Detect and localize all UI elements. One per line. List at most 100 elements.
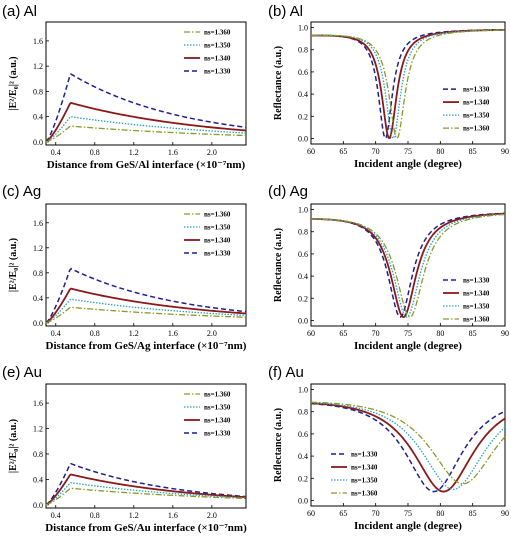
x-tick-label: 2.0	[207, 511, 217, 520]
series-line	[45, 298, 247, 324]
panel-label: (d) Ag	[268, 183, 308, 200]
x-tick-label: 85	[469, 147, 477, 156]
legend-entry: ns=1.340	[204, 237, 231, 245]
y-tick-label: 1.2	[33, 244, 43, 253]
series-line	[310, 213, 506, 318]
series-line	[45, 101, 247, 143]
legend-entry: ns=1.360	[204, 391, 231, 399]
legend: ns=1.330 ns=1.340 ns=1.350 ns=1.360	[443, 86, 490, 133]
x-tick-label: 90	[501, 509, 509, 518]
y-tick-label: 0.4	[298, 452, 308, 461]
panel-label: (f) Au	[268, 364, 304, 381]
x-axis-label: Incident angle (degree)	[354, 340, 462, 352]
legend: ns=1.330 ns=1.340 ns=1.350 ns=1.360	[331, 451, 378, 498]
legend-entry: ns=1.330	[463, 277, 490, 285]
legend-entry: ns=1.360	[463, 125, 490, 133]
x-tick-label: 1.2	[129, 329, 139, 338]
chart-panel-3: (c) Ag 0.4 0.8 1.2 1.6 2.0 0.0 0.4 0.8 1.2 1.6 Dist…	[2, 183, 247, 352]
x-axis-label: Incident angle (degree)	[354, 520, 462, 532]
x-axis-label: Distance from GeS/Al interface (×10⁻⁷nm)	[47, 159, 246, 171]
series-line	[45, 487, 247, 506]
x-tick-label: 80	[436, 329, 444, 338]
y-tick-label: 1.2	[33, 425, 43, 434]
x-tick-label: 75	[404, 147, 412, 156]
y-tick-label: 0.8	[298, 228, 308, 237]
legend: ns=1.360 ns=1.350 ns=1.340 ns=1.330	[184, 391, 231, 438]
y-tick-label: 1.2	[33, 62, 43, 71]
legend-entry: ns=1.340	[463, 99, 490, 107]
series-line	[310, 212, 506, 318]
y-tick-label: 0.6	[298, 250, 308, 259]
legend-entry: ns=1.350	[463, 303, 490, 311]
x-tick-label: 0.8	[90, 148, 100, 157]
x-tick-label: 65	[339, 147, 347, 156]
x-tick-label: 0.4	[51, 329, 61, 338]
y-tick-label: 0.0	[298, 496, 308, 505]
series-line	[45, 116, 247, 143]
plot-frame	[45, 203, 247, 327]
panel-label: (a) Al	[2, 3, 37, 20]
y-tick-label: 0.8	[298, 408, 308, 417]
x-tick-label: 60	[307, 329, 315, 338]
chart-panel-2: (b) Al 60 65 70 75 80 85 90 0.0 0.2 0.4 0.6 0.8 1.0 In…	[268, 3, 509, 170]
legend-entry: ns=1.330	[204, 68, 231, 76]
y-tick-label: 0.0	[298, 134, 308, 143]
x-tick-label: 1.6	[168, 148, 178, 157]
legend-entry: ns=1.340	[351, 464, 378, 472]
legend-entry: ns=1.360	[463, 316, 490, 324]
y-tick-label: 0.2	[298, 112, 308, 121]
series-line	[45, 267, 247, 324]
y-axis-label: |E²/E₀|² (a.u.)	[8, 419, 19, 473]
x-axis-label: Distance from GeS/Ag interface (×10⁻⁷nm)	[46, 340, 247, 352]
series-line	[45, 73, 247, 143]
x-tick-label: 2.0	[207, 148, 217, 157]
legend-entry: ns=1.330	[463, 86, 490, 94]
y-axis-label: Reflectance (a.u.)	[273, 228, 284, 302]
y-tick-label: 0.2	[298, 474, 308, 483]
series-line	[45, 462, 247, 506]
x-tick-label: 90	[501, 147, 509, 156]
y-tick-label: 0.4	[33, 294, 43, 303]
legend-entry: ns=1.330	[204, 250, 231, 258]
x-tick-label: 2.0	[207, 329, 217, 338]
y-axis-label: |E²/E₀|² (a.u.)	[8, 238, 19, 292]
x-tick-label: 65	[339, 329, 347, 338]
x-tick-label: 70	[372, 509, 380, 518]
y-tick-label: 0.4	[298, 272, 308, 281]
series-line	[310, 29, 506, 140]
panel-label: (b) Al	[268, 3, 303, 20]
legend-entry: ns=1.330	[204, 430, 231, 438]
plot-frame	[45, 383, 247, 509]
x-tick-label: 0.8	[90, 511, 100, 520]
series-line	[310, 29, 506, 140]
legend-entry: ns=1.340	[463, 290, 490, 298]
y-tick-label: 0.0	[33, 138, 43, 147]
legend-entry: ns=1.360	[204, 211, 231, 219]
y-tick-label: 0.0	[33, 501, 43, 510]
x-tick-label: 75	[404, 509, 412, 518]
x-tick-label: 70	[372, 147, 380, 156]
y-tick-label: 0.0	[33, 319, 43, 328]
x-tick-label: 1.6	[168, 329, 178, 338]
y-axis-label: Reflectance (a.u.)	[273, 46, 284, 120]
x-tick-label: 0.4	[51, 148, 61, 157]
legend-entry: ns=1.350	[463, 112, 490, 120]
legend-entry: ns=1.350	[351, 477, 378, 485]
series-line	[310, 402, 506, 493]
x-tick-label: 75	[404, 329, 412, 338]
x-tick-label: 0.8	[90, 329, 100, 338]
series-line	[310, 402, 506, 493]
y-tick-label: 1.0	[298, 24, 308, 33]
y-tick-label: 0.0	[298, 316, 308, 325]
panel-label: (c) Ag	[2, 183, 41, 200]
series-line	[310, 402, 506, 491]
x-tick-label: 85	[469, 509, 477, 518]
plot-frame	[45, 21, 247, 146]
y-tick-label: 0.8	[298, 46, 308, 55]
series-line	[310, 213, 506, 318]
legend: ns=1.360 ns=1.350 ns=1.340 ns=1.330	[184, 211, 231, 258]
series-line	[45, 125, 247, 143]
x-tick-label: 0.4	[51, 511, 61, 520]
y-tick-label: 0.6	[298, 430, 308, 439]
panel-label: (e) Au	[2, 364, 42, 381]
